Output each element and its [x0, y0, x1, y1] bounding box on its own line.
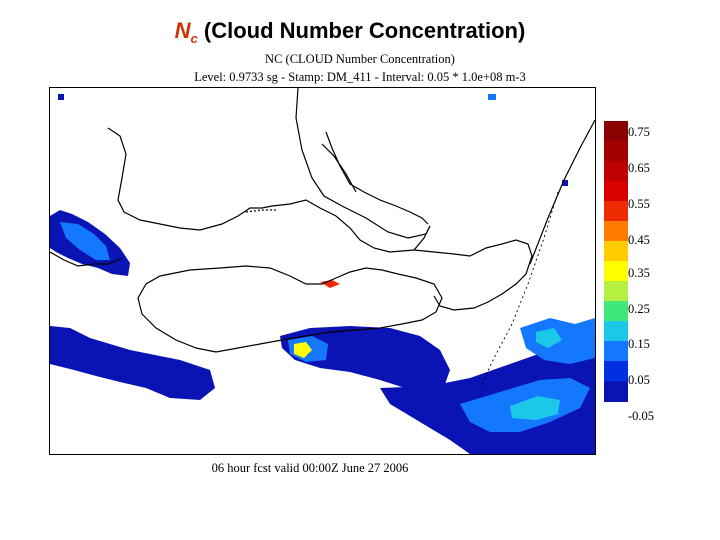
colorbar-segment [604, 201, 628, 222]
cloud-patch-central-peak [294, 342, 312, 358]
colorbar-segment [604, 241, 628, 262]
coastline-upper-channel [321, 143, 357, 193]
colorbar-segment [604, 321, 628, 342]
colorbar-segment [604, 381, 628, 402]
colorbar-label: 0.75 [628, 125, 650, 139]
coastline-peninsula-north [295, 88, 431, 239]
coastline-south-shore [137, 265, 443, 353]
colorbar-label: 0.15 [628, 337, 650, 351]
cloud-speck-nw [58, 94, 64, 100]
colorbar-label: -0.05 [628, 409, 655, 423]
colorbar-segment [604, 281, 628, 302]
footer-caption: 06 hour fcst valid 00:00Z June 27 2006 [211, 461, 409, 475]
cloud-patch-southwest [50, 326, 215, 400]
colorbar-label: 0.65 [628, 161, 650, 175]
cloud-speck-north [488, 94, 496, 100]
cloud-patch-east-high [536, 328, 562, 348]
coastline-west-inlet [50, 251, 123, 267]
colorbar-segment [604, 341, 628, 362]
title-subscript: c [190, 31, 198, 46]
coastline-east-peninsula [413, 239, 533, 311]
title-text: (Cloud Number Concentration) [197, 18, 526, 43]
coastline-east-edge [529, 119, 595, 265]
border-dotted-east [479, 191, 559, 389]
colorbar-label: 0.45 [628, 233, 650, 247]
colorbar-label: 0.35 [628, 266, 650, 280]
cloud-patch-southeast-high [510, 396, 560, 420]
cloud-speck-gulf [320, 280, 340, 288]
colorbar-segment [604, 361, 628, 382]
colorbar [604, 121, 628, 402]
colorbar-segment [604, 301, 628, 322]
plot-header-level: Level: 0.9733 sg - Stamp: DM_411 - Inter… [194, 70, 526, 84]
map-frame [49, 87, 596, 455]
map-canvas [50, 88, 595, 454]
coastlines [50, 88, 595, 389]
cloud-field [50, 94, 595, 454]
colorbar-label: 0.55 [628, 197, 650, 211]
coastline-inner-bay [325, 131, 429, 225]
colorbar-segment [604, 121, 628, 142]
plot-header-field: NC (CLOUD Number Concentration) [265, 52, 455, 66]
colorbar-segment [604, 161, 628, 182]
colorbar-segment [604, 221, 628, 242]
colorbar-label: 0.25 [628, 302, 650, 316]
border-dotted [245, 209, 278, 213]
coastline-north-shore [107, 127, 431, 253]
cloud-patch-west-light [60, 222, 110, 260]
title-symbol: N [174, 18, 191, 43]
slide-title: Nc (Cloud Number Concentration) [0, 18, 700, 46]
colorbar-segment [604, 261, 628, 282]
colorbar-label: 0.05 [628, 373, 650, 387]
colorbar-segment [604, 141, 628, 162]
colorbar-segment [604, 181, 628, 202]
